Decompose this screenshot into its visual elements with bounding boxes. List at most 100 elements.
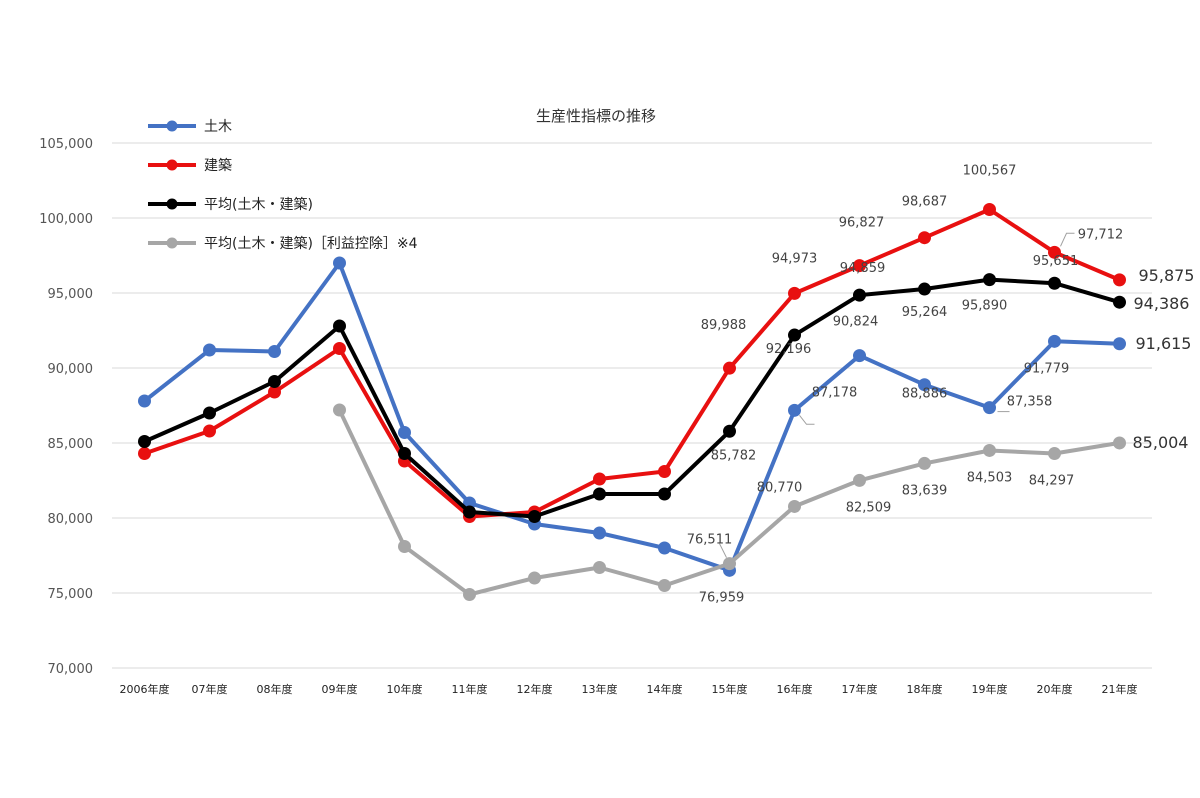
label-leader-line <box>1060 232 1075 247</box>
data-label: 94,386 <box>1134 294 1190 313</box>
data-point <box>788 499 801 513</box>
legend-entry: 平均(土木・建築)［利益控除］※4 <box>148 236 418 252</box>
y-tick-label: 95,000 <box>48 287 94 302</box>
series-line <box>143 277 1121 519</box>
legend-swatch-marker <box>166 120 178 132</box>
x-tick-label: 13年度 <box>582 682 618 696</box>
data-point <box>138 447 151 460</box>
x-tick-label: 20年度 <box>1037 682 1073 696</box>
legend-entry: 建築 <box>148 158 232 174</box>
y-tick-label: 70,000 <box>48 662 94 677</box>
data-label: 97,712 <box>1078 227 1124 242</box>
label-leader-line <box>719 543 727 558</box>
y-tick-label: 80,000 <box>48 512 94 527</box>
data-point <box>788 286 801 300</box>
series-line <box>143 207 1121 519</box>
data-label: 95,264 <box>902 305 948 320</box>
data-point <box>268 345 281 358</box>
data-label: 92,196 <box>766 342 812 357</box>
data-point <box>853 349 866 363</box>
data-point <box>203 424 216 438</box>
data-point <box>723 557 736 571</box>
label-leader-line <box>799 414 815 425</box>
data-point <box>333 256 346 270</box>
x-tick-label: 11年度 <box>452 682 488 696</box>
data-point <box>593 561 606 574</box>
data-point <box>658 579 671 592</box>
data-point <box>983 401 996 415</box>
x-tick-label: 10年度 <box>387 682 423 696</box>
data-label: 95,651 <box>1033 254 1079 269</box>
legend-swatch-marker <box>166 198 178 210</box>
data-label: 82,509 <box>846 500 892 515</box>
data-point <box>528 571 541 585</box>
data-label: 83,639 <box>902 483 948 498</box>
x-tick-label: 08年度 <box>257 682 293 696</box>
x-tick-label: 07年度 <box>192 682 228 696</box>
data-point <box>1113 295 1126 309</box>
data-label: 84,503 <box>967 470 1013 485</box>
data-point <box>983 273 996 287</box>
data-label: 95,875 <box>1139 266 1195 285</box>
data-label: 95,890 <box>962 299 1008 314</box>
data-point <box>918 456 931 470</box>
data-point <box>1048 334 1061 348</box>
legend-entry: 土木 <box>148 119 232 135</box>
y-tick-label: 100,000 <box>39 212 93 227</box>
x-tick-label: 21年度 <box>1102 682 1138 696</box>
x-tick-label: 12年度 <box>517 682 553 696</box>
data-point <box>528 510 541 523</box>
data-label: 96,827 <box>839 216 885 231</box>
legend-swatch-marker <box>166 237 178 249</box>
data-point <box>723 361 736 375</box>
data-point <box>788 328 801 342</box>
data-point <box>918 378 931 392</box>
data-label: 84,297 <box>1029 474 1075 489</box>
legend-label: 建築 <box>204 158 232 174</box>
data-label: 85,782 <box>711 448 757 463</box>
data-point <box>658 487 671 501</box>
series-line <box>143 261 1120 573</box>
data-point <box>658 541 671 555</box>
data-labels: 76,511 87,178 90,824 88,886 87,358 91,779 91,6… <box>687 163 1195 605</box>
x-tick-label: 17年度 <box>842 682 878 696</box>
data-point <box>918 282 931 296</box>
series-lines <box>138 202 1126 601</box>
data-point <box>593 472 606 486</box>
gridlines <box>112 142 1152 669</box>
chart-title: 生産性指標の推移 <box>536 107 656 125</box>
legend-label: 平均(土木・建築) <box>204 197 313 213</box>
data-point <box>788 403 801 417</box>
data-point <box>1113 436 1126 450</box>
data-point <box>723 424 736 438</box>
data-label: 76,511 <box>687 532 733 547</box>
data-point <box>1113 273 1126 287</box>
x-tick-label: 15年度 <box>712 682 748 696</box>
data-point <box>203 343 216 357</box>
data-point <box>1113 337 1126 351</box>
data-point <box>333 403 346 417</box>
y-axis-tick-labels: 70,000 75,000 80,000 85,000 90,000 95,000 100,… <box>39 137 93 677</box>
data-label: 98,687 <box>902 195 948 210</box>
data-label: 91,615 <box>1136 334 1192 353</box>
x-tick-label: 16年度 <box>777 682 813 696</box>
data-label: 94,859 <box>840 261 886 276</box>
data-label: 87,358 <box>1007 395 1053 410</box>
data-point <box>1048 276 1061 290</box>
data-label: 76,959 <box>699 591 745 606</box>
x-tick-label: 18年度 <box>907 682 943 696</box>
data-point <box>398 540 411 553</box>
data-label: 94,973 <box>772 251 818 266</box>
data-point <box>398 447 411 460</box>
y-tick-label: 90,000 <box>48 362 94 377</box>
data-point <box>463 505 476 519</box>
x-axis-tick-labels: 2006年度 07年度 08年度 09年度 10年度 11年度 12年度 13年度 14年度 15… <box>120 682 1138 696</box>
y-tick-label: 75,000 <box>48 587 94 602</box>
legend-label: 土木 <box>204 119 232 135</box>
legend-swatch-marker <box>166 159 178 171</box>
data-point <box>398 426 411 439</box>
data-label: 85,004 <box>1133 433 1189 452</box>
data-point <box>658 465 671 478</box>
data-point <box>853 473 866 487</box>
